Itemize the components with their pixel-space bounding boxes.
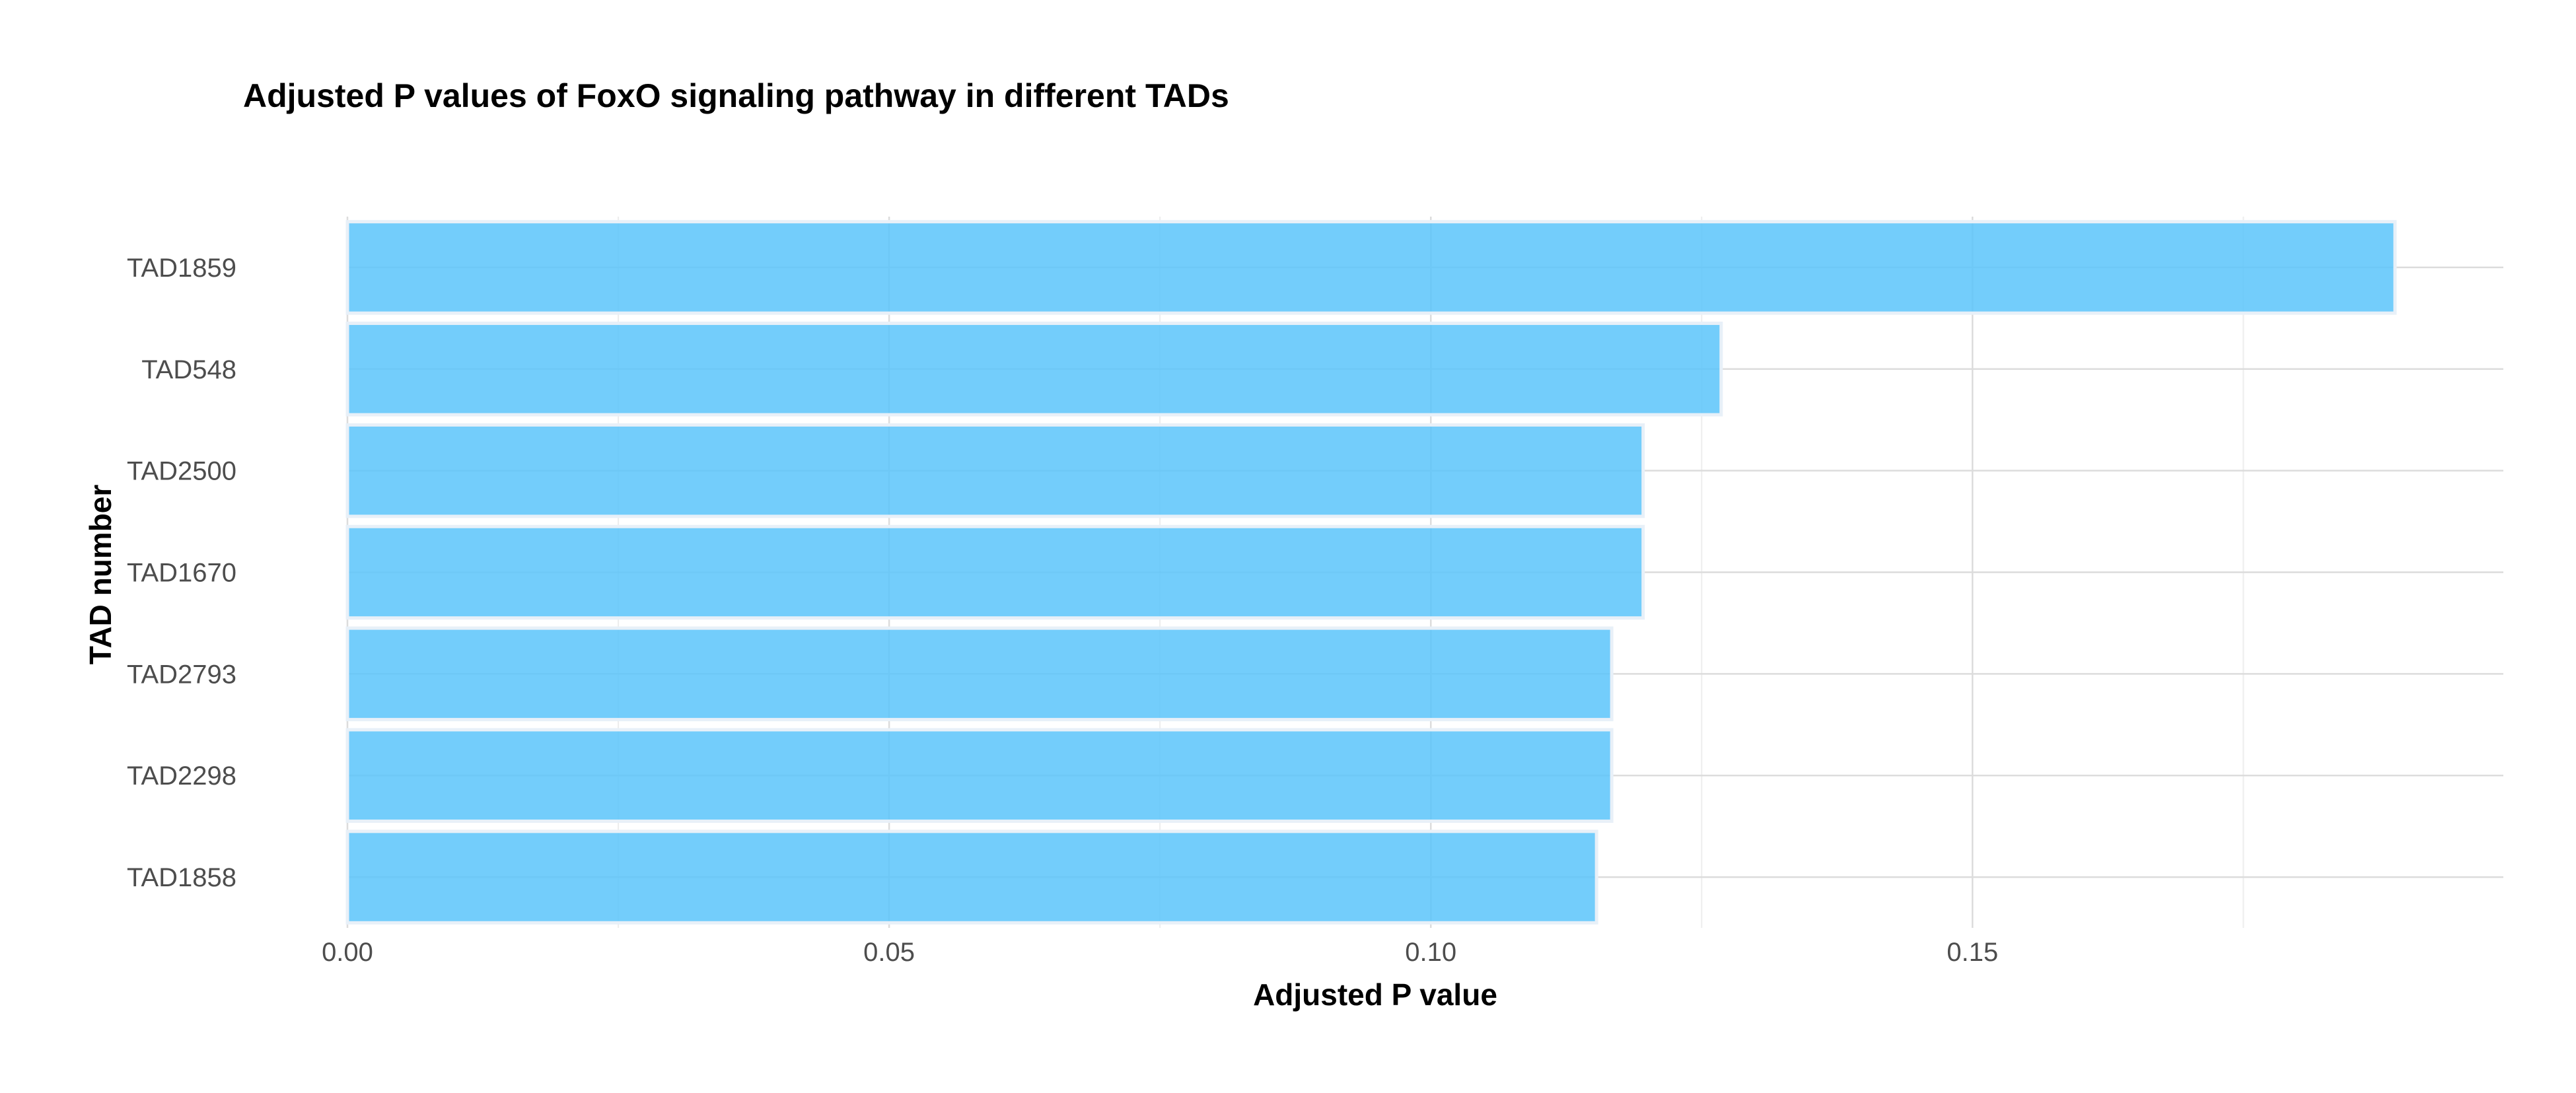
x-axis-title: Adjusted P value [1253,977,1497,1012]
y-tick-label: TAD1670 [127,559,236,588]
y-axis-ticks: TAD1859 TAD548 TAD2500 TAD1670 TAD2793 TAD229… [127,254,236,892]
x-axis-ticks: 0.00 0.05 0.10 0.15 [322,938,1998,967]
bar-tad1858 [345,829,1598,925]
bar-tad1670 [345,524,1645,620]
y-tick-label: TAD548 [141,355,236,384]
y-axis-title: TAD number [83,485,118,665]
y-tick-label: TAD2500 [127,457,236,486]
x-tick-label: 0.10 [1405,938,1456,967]
bar-tad1859 [345,220,2397,315]
y-tick-label: TAD1858 [127,863,236,892]
bar-tad2298 [345,728,1614,823]
bar-tad548 [345,322,1723,417]
x-tick-label: 0.05 [863,938,915,967]
x-tick-label: 0.00 [322,938,373,967]
y-tick-label: TAD2298 [127,761,236,791]
bars [345,220,2397,925]
bar-tad2500 [345,423,1645,518]
y-tick-label: TAD1859 [127,254,236,283]
chart-title: Adjusted P values of FoxO signaling path… [243,77,1229,114]
x-tick-label: 0.15 [1947,938,1998,967]
y-tick-label: TAD2793 [127,660,236,689]
bar-tad2793 [345,626,1614,722]
